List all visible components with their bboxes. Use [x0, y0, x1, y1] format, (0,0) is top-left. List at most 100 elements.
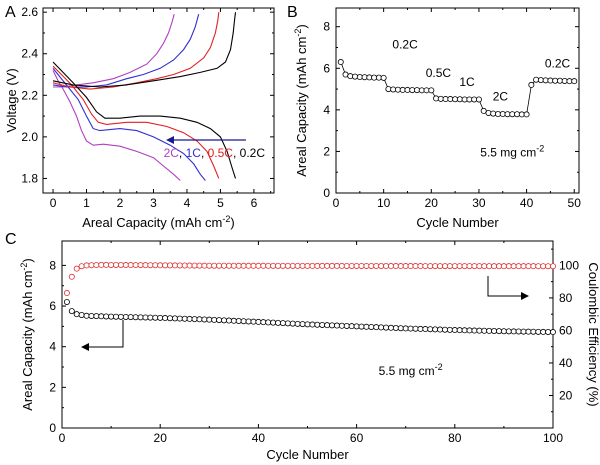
panel-a-legend-entry-1C: 1C — [186, 146, 202, 160]
panel-c-data-point-ce — [63, 290, 70, 297]
panel-c-data-point-ce — [481, 263, 488, 270]
panel-c-data-point-capacity — [230, 317, 237, 324]
panel-b-data-point — [428, 87, 435, 94]
panel-c-data-point-ce — [88, 262, 95, 269]
panel-c-data-point-capacity — [441, 326, 448, 333]
panel-c-data-point-capacity — [176, 315, 183, 322]
panel-c-y-tick-label: 4 — [49, 340, 56, 354]
panel-b-x-tick-label: 0 — [333, 196, 340, 210]
panel-a-charge-curve-2C — [53, 14, 175, 88]
panel-c-data-point-capacity — [515, 328, 522, 335]
panel-c-data-point-ce — [515, 263, 522, 270]
panel-c-data-point-ce — [319, 262, 326, 269]
panel-c-data-point-ce — [157, 262, 164, 269]
panel-c-data-point-capacity — [250, 318, 257, 325]
panel-c-data-point-capacity — [122, 313, 129, 320]
panel-c-data-point-ce — [73, 265, 80, 272]
panel-c-y-axis-label-main: Areal Capacity (mAh cm — [20, 271, 35, 411]
panel-c-data-point-capacity — [93, 313, 100, 320]
panel-c-data-point-ce — [206, 262, 213, 269]
panel-c-data-point-ce — [437, 263, 444, 270]
panel-c-data-point-capacity — [294, 320, 301, 327]
panel-c-data-point-ce — [525, 263, 532, 270]
panel-c-data-point-capacity — [98, 313, 105, 320]
panel-c-data-point-ce — [392, 263, 399, 270]
panel-c-data-point-ce — [461, 263, 468, 270]
panel-a-legend: 2C, 1C, 0.5C, 0.2C — [164, 146, 266, 160]
panel-b-series-line — [340, 61, 575, 115]
panel-c-data-point-capacity — [152, 314, 159, 321]
panel-c-data-point-capacity — [412, 325, 419, 332]
panel-c-data-point-capacity — [486, 327, 493, 334]
panel-b-y-tick-label: 2 — [323, 144, 330, 158]
panel-c-data-point-ce — [127, 262, 134, 269]
panel-c-y-axis-label: Areal Capacity (mAh cm-2) — [19, 258, 35, 411]
panel-c-data-point-capacity — [127, 314, 134, 321]
panel-c-data-point-capacity — [446, 326, 453, 333]
panel-c-data-point-ce — [181, 262, 188, 269]
panel-c-y-right-axis-label: Coulombic Efficiency (%) — [586, 262, 600, 406]
panel-a-x-tick-label: 2 — [117, 196, 124, 210]
panel-c-data-point-capacity — [530, 328, 537, 335]
panel-c-data-point-ce — [225, 262, 232, 269]
panel-b-data-point — [337, 59, 344, 66]
panel-a-x-tick-label: 3 — [150, 196, 157, 210]
panel-b-rate-label: 1C — [459, 75, 475, 89]
panel-c-data-point-ce — [402, 263, 409, 270]
panel-c-data-point-capacity — [397, 325, 404, 332]
panel-c-data-point-capacity — [68, 308, 75, 315]
panel-b-mass-loading-sup: -2 — [536, 144, 544, 154]
panel-c-data-point-capacity — [343, 322, 350, 329]
panel-c-x-tick-label: 40 — [252, 431, 266, 445]
panel-b-rate-label: 2C — [493, 90, 509, 104]
panel-c-data-point-ce — [68, 273, 75, 280]
panel-c-y-axis-label-end: ) — [20, 258, 35, 262]
panel-a-y-axis-label: Voltage (V) — [4, 68, 19, 132]
panel-c-data-point-capacity — [368, 323, 375, 330]
panel-c-data-point-ce — [491, 263, 498, 270]
panel-a-plot-frame — [42, 7, 275, 194]
panel-c-data-point-ce — [486, 263, 493, 270]
panel-c-data-point-capacity — [358, 323, 365, 330]
panel-c-data-point-ce — [260, 262, 267, 269]
panel-c-data-point-ce — [338, 262, 345, 269]
panel-c-data-point-ce — [471, 263, 478, 270]
panel-c-data-point-ce — [510, 263, 517, 270]
panel-c-data-point-ce — [167, 262, 174, 269]
panel-c-data-point-capacity — [387, 324, 394, 331]
panel-a-legend-sep: , — [201, 146, 208, 160]
panel-c-data-point-ce — [456, 263, 463, 270]
panel-b-y-axis-label-end: ) — [294, 24, 309, 28]
panel-c-y-tick-label: 0 — [49, 421, 56, 435]
panel-c-data-point-capacity — [289, 320, 296, 327]
panel-c-data-point-ce — [333, 262, 340, 269]
panel-c-data-point-capacity — [113, 313, 120, 320]
panel-c-data-point-capacity — [181, 315, 188, 322]
panel-c-data-point-ce — [407, 263, 414, 270]
panel-b-x-tick-label: 40 — [520, 196, 534, 210]
panel-c-left-axis-arrow-line — [85, 320, 124, 348]
panel-c-data-point-capacity — [196, 316, 203, 323]
panel-c-data-point-capacity — [491, 328, 498, 335]
panel-c-data-point-capacity — [83, 312, 90, 319]
panel-a-legend-sep: , — [233, 146, 240, 160]
panel-b-data-point — [480, 107, 487, 114]
panel-c-x-tick-label: 0 — [59, 431, 66, 445]
panel-c-data-point-ce — [142, 262, 149, 269]
panel-c-right-axis-arrow-line — [487, 276, 525, 297]
panel-c-data-point-ce — [176, 262, 183, 269]
panel-c-data-point-capacity — [299, 321, 306, 328]
panel-c-y-right-tick-label: 80 — [559, 291, 573, 305]
panel-c-y-right-tick-label: 40 — [559, 356, 573, 370]
panel-label-b: B — [287, 4, 298, 21]
panel-c-data-point-capacity — [309, 321, 316, 328]
panel-c-data-point-ce — [284, 262, 291, 269]
panel-c-data-point-ce — [505, 263, 512, 270]
panel-c-data-point-capacity — [545, 328, 552, 335]
panel-c-data-point-ce — [545, 263, 552, 270]
panel-c-data-point-ce — [93, 262, 100, 269]
panel-b-data-point — [528, 81, 535, 88]
panel-c-data-point-ce — [397, 263, 404, 270]
panel-a-charge-curve-0.5C — [52, 12, 220, 90]
